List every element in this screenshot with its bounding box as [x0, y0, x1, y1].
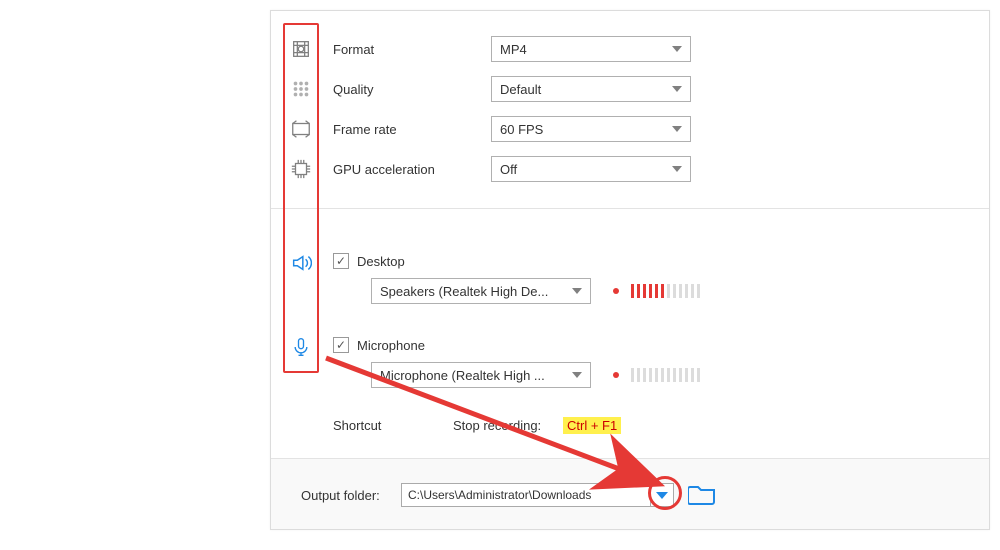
browse-folder-button[interactable] — [688, 483, 716, 508]
chevron-down-icon — [672, 86, 682, 92]
gpu-icon — [289, 157, 313, 181]
format-icon — [289, 37, 313, 61]
shortcut-key[interactable]: Ctrl + F1 — [563, 417, 621, 434]
quality-icon — [289, 77, 313, 101]
speaker-icon — [289, 251, 313, 275]
microphone-label: Microphone — [357, 338, 425, 353]
chevron-down-icon — [572, 288, 582, 294]
desktop-device-dropdown[interactable]: Speakers (Realtek High De... — [371, 278, 591, 304]
output-history-button[interactable] — [650, 483, 674, 507]
framerate-dropdown[interactable]: 60 FPS — [491, 116, 691, 142]
output-path-input[interactable]: C:\Users\Administrator\Downloads — [401, 483, 651, 507]
gpu-label: GPU acceleration — [333, 162, 491, 177]
quality-label: Quality — [333, 82, 491, 97]
chevron-down-icon — [672, 166, 682, 172]
section-video: Format MP4 Quality Default Frame rate 60… — [271, 11, 989, 209]
shortcut-action: Stop recording: — [453, 418, 563, 433]
quality-dropdown[interactable]: Default — [491, 76, 691, 102]
microphone-checkbox[interactable]: ✓ — [333, 337, 349, 353]
desktop-level-meter — [613, 282, 700, 300]
desktop-label: Desktop — [357, 254, 405, 269]
chevron-down-icon — [572, 372, 582, 378]
gpu-dropdown[interactable]: Off — [491, 156, 691, 182]
framerate-label: Frame rate — [333, 122, 491, 137]
format-dropdown[interactable]: MP4 — [491, 36, 691, 62]
settings-panel: Format MP4 Quality Default Frame rate 60… — [270, 10, 990, 530]
section-audio: ✓ Desktop Speakers (Realtek High De... ✓… — [271, 209, 989, 459]
chevron-down-icon — [672, 126, 682, 132]
folder-icon — [688, 483, 716, 505]
shortcut-row: Shortcut Stop recording: Ctrl + F1 — [333, 417, 621, 434]
shortcut-title: Shortcut — [333, 418, 453, 433]
output-folder-label: Output folder: — [301, 488, 401, 503]
chevron-down-icon — [656, 492, 668, 499]
desktop-checkbox[interactable]: ✓ — [333, 253, 349, 269]
format-label: Format — [333, 42, 491, 57]
framerate-icon — [289, 117, 313, 141]
microphone-icon — [289, 335, 313, 359]
microphone-level-meter — [613, 366, 700, 384]
microphone-device-dropdown[interactable]: Microphone (Realtek High ... — [371, 362, 591, 388]
section-output: Output folder: C:\Users\Administrator\Do… — [271, 459, 989, 529]
chevron-down-icon — [672, 46, 682, 52]
